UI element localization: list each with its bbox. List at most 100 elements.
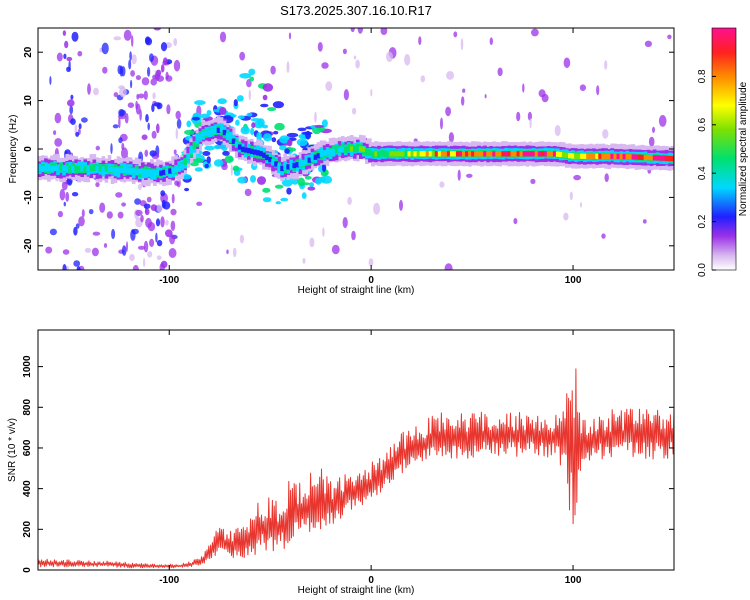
spectrogram-speckle: [65, 191, 70, 202]
spectrogram-ridge-core: [274, 161, 278, 167]
y-tick-label: 200: [22, 521, 33, 538]
spectrogram-image: [38, 28, 674, 270]
spectrogram-ridge-core: [286, 164, 290, 170]
spectrogram-speckle: [135, 209, 143, 216]
spectrogram-speckle: [63, 201, 66, 207]
spectrogram-speckle: [71, 192, 79, 197]
spectrogram-ridge-core: [50, 165, 54, 171]
spectrogram-ridge-core: [337, 147, 342, 153]
spectrogram-ridge-core: [486, 151, 490, 157]
colorbar-label: Normalized spectral amplitude: [738, 81, 749, 216]
spectrogram-ridge-core: [237, 144, 242, 150]
figure-title: S173.2025.307.16.10.R17: [280, 3, 432, 18]
spectrogram-speckle: [84, 247, 92, 253]
spectrogram-blob: [235, 119, 240, 126]
spectrogram-speckle: [131, 54, 137, 65]
spectrogram-speckle: [95, 182, 100, 188]
spectrogram-ridge-core: [380, 151, 384, 157]
spectrogram-ridge-core: [44, 165, 48, 171]
spectrogram-speckle: [151, 130, 157, 139]
spectrogram-speckle: [522, 83, 525, 93]
spectrogram-blob: [250, 175, 256, 183]
spectrogram-ridge-core: [480, 151, 484, 157]
spectrogram-ridge-core: [374, 151, 378, 157]
spectrogram-ridge-core: [56, 165, 60, 171]
spectrogram-blob: [260, 103, 269, 108]
spectrogram-ridge-core: [59, 165, 63, 171]
spectrogram-ridge-core: [292, 162, 297, 169]
spectrogram-speckle: [129, 51, 132, 61]
spectrogram-ridge-core: [649, 155, 654, 161]
spectrogram-speckle: [171, 193, 175, 204]
spectrogram-speckle: [63, 53, 67, 59]
spectrogram-blob: [262, 94, 268, 101]
spectrogram-speckle: [460, 38, 464, 51]
spectrogram-speckle: [380, 28, 388, 36]
spectrogram-ridge-core: [619, 153, 624, 160]
spectrogram-ridge-core: [534, 151, 539, 157]
spectrogram-ridge-core: [319, 151, 324, 157]
spectrogram-speckle: [147, 122, 150, 131]
spectrogram-ridge-core: [346, 146, 351, 152]
spectrogram-ridge-core: [389, 151, 393, 157]
spectrogram-ridge-core: [77, 165, 82, 171]
spectrogram-speckle: [165, 229, 173, 238]
spectrogram-speckle: [106, 211, 113, 219]
spectrogram-ridge-core: [468, 151, 472, 157]
spectrogram-speckle: [45, 246, 53, 254]
spectrogram-speckle: [489, 37, 493, 45]
spectrogram-ridge-core: [410, 151, 415, 157]
spectrogram-blob: [284, 148, 290, 154]
spectrogram-blob: [240, 126, 250, 135]
spectrogram-ridge-core: [356, 146, 360, 152]
spectrogram-speckle: [56, 52, 63, 62]
spectrogram-blob: [299, 182, 311, 186]
spectrogram-ridge-core: [580, 153, 584, 159]
spectrogram-speckle: [135, 103, 141, 115]
spectrogram-ridge-core: [510, 151, 515, 157]
spectrogram-speckle: [173, 59, 181, 72]
spectrogram-speckle: [497, 67, 503, 77]
spectrogram-ridge-core: [658, 155, 663, 161]
spectrogram-ridge-core: [198, 133, 203, 139]
spectrogram-speckle: [117, 211, 124, 219]
spectrogram-ridge-core: [434, 151, 439, 157]
spectrogram-speckle: [101, 42, 109, 55]
spectrogram-ridge-core: [153, 170, 157, 176]
spectrogram-speckle: [121, 142, 125, 151]
spectrogram-ridge-core: [186, 153, 191, 160]
spectrogram-speckle: [563, 57, 571, 69]
spectrogram-ridge-core: [543, 151, 548, 157]
spectrogram-speckle: [644, 40, 653, 47]
spectrogram-speckle: [120, 66, 126, 77]
spectrogram-ridge-core: [489, 151, 493, 157]
spectrogram-speckle: [373, 202, 381, 215]
spectrogram-ridge-core: [349, 146, 354, 152]
spectrogram-ridge-core: [289, 163, 294, 169]
spectrogram-blob: [222, 150, 230, 156]
spectrogram-speckle: [270, 65, 276, 75]
spectrogram-ridge-core: [174, 166, 178, 173]
spectrogram-blob: [186, 120, 192, 128]
spectrogram-ridge-core: [98, 166, 103, 172]
spectrogram-ridge-core: [141, 169, 145, 175]
spectrogram-speckle: [232, 247, 237, 258]
y-tick-label: 400: [22, 480, 33, 497]
spectrogram-ridge-core: [74, 165, 78, 171]
spectrogram-speckle: [137, 183, 142, 190]
spectrogram-speckle: [124, 113, 129, 124]
spectrogram-ridge-core: [592, 153, 596, 159]
spectrogram-ridge-core: [262, 152, 266, 158]
colorbar-tick-label: 0.4: [697, 166, 708, 180]
spectrogram-speckle: [130, 70, 136, 77]
spectrogram-ridge-core: [116, 167, 121, 173]
spectrogram-speckle: [113, 36, 122, 41]
spectrogram-ridge-core: [431, 151, 436, 157]
spectrogram-ridge-core: [516, 151, 521, 157]
spectrogram-ridge-core: [228, 135, 233, 141]
spectrogram-speckle: [131, 35, 134, 47]
spectrogram-ridge-core: [655, 155, 660, 161]
spectrogram-speckle: [331, 244, 340, 255]
